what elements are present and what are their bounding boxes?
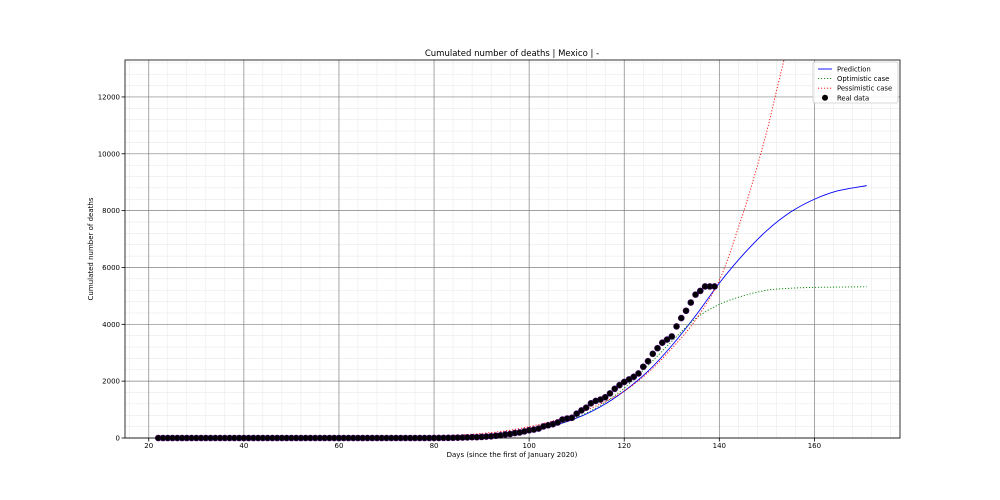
real-data-point xyxy=(554,419,561,426)
real-data-point xyxy=(644,357,652,365)
real-data-point xyxy=(697,287,704,295)
prediction-line xyxy=(158,185,867,438)
real-data-point xyxy=(616,381,623,389)
major-grid xyxy=(125,60,900,439)
real-data-point xyxy=(692,291,699,298)
real-data-point xyxy=(677,314,685,322)
real-data-point xyxy=(601,393,609,401)
legend-swatch-real-data xyxy=(822,94,828,101)
real-data-point xyxy=(578,407,585,414)
minor-grid xyxy=(125,60,900,438)
real-data-point xyxy=(658,339,666,347)
x-axis-label: Days (since the first of January 2020) xyxy=(447,451,578,459)
x-tick-label: 120 xyxy=(618,442,631,450)
x-tick-label: 160 xyxy=(808,442,821,450)
x-axis-ticks: 20 40 60 80 100 120 140 160 xyxy=(144,438,821,450)
real-data-markers xyxy=(154,283,718,442)
y-tick-label: 0 xyxy=(116,435,120,443)
legend-label-optimistic-case: Optimistic case xyxy=(837,75,889,83)
y-tick-label: 4000 xyxy=(102,321,120,329)
real-data-point xyxy=(582,404,590,411)
real-data-point xyxy=(687,299,695,306)
real-data-point xyxy=(611,385,619,393)
real-data-point xyxy=(639,363,647,371)
real-data-point xyxy=(649,350,657,358)
real-data-point xyxy=(635,370,642,377)
y-axis-label: Cumulated number of deaths xyxy=(87,197,95,300)
y-tick-label: 2000 xyxy=(102,378,120,386)
real-data-point xyxy=(568,414,576,422)
y-tick-label: 10000 xyxy=(98,150,120,158)
real-data-point xyxy=(606,390,614,397)
x-tick-label: 20 xyxy=(144,442,153,450)
y-axis-ticks: 0 2000 4000 6000 8000 10000 12000 xyxy=(98,93,125,443)
legend-label-prediction: Prediction xyxy=(837,66,871,74)
real-data-point xyxy=(668,333,676,340)
real-data-point xyxy=(573,410,580,417)
x-tick-label: 100 xyxy=(522,442,535,450)
chart-title: Cumulated number of deaths | Mexico | - xyxy=(425,49,599,59)
real-data-point xyxy=(682,307,690,315)
y-tick-label: 8000 xyxy=(102,207,120,215)
x-tick-label: 140 xyxy=(713,442,726,450)
legend-label-real-data: Real data xyxy=(837,94,869,102)
plot-frame xyxy=(124,59,901,439)
real-data-point xyxy=(663,336,671,343)
x-tick-label: 80 xyxy=(430,442,439,450)
legend-label-pessimistic-case: Pessimistic case xyxy=(837,85,892,93)
x-tick-label: 60 xyxy=(334,442,343,450)
legend-box xyxy=(812,61,899,104)
real-data-point xyxy=(711,283,718,290)
y-tick-label: 12000 xyxy=(98,93,120,101)
y-tick-label: 6000 xyxy=(102,264,120,272)
x-tick-label: 40 xyxy=(239,442,248,450)
real-data-point xyxy=(673,323,680,330)
real-data-point xyxy=(654,344,661,352)
real-data-point xyxy=(630,373,638,381)
